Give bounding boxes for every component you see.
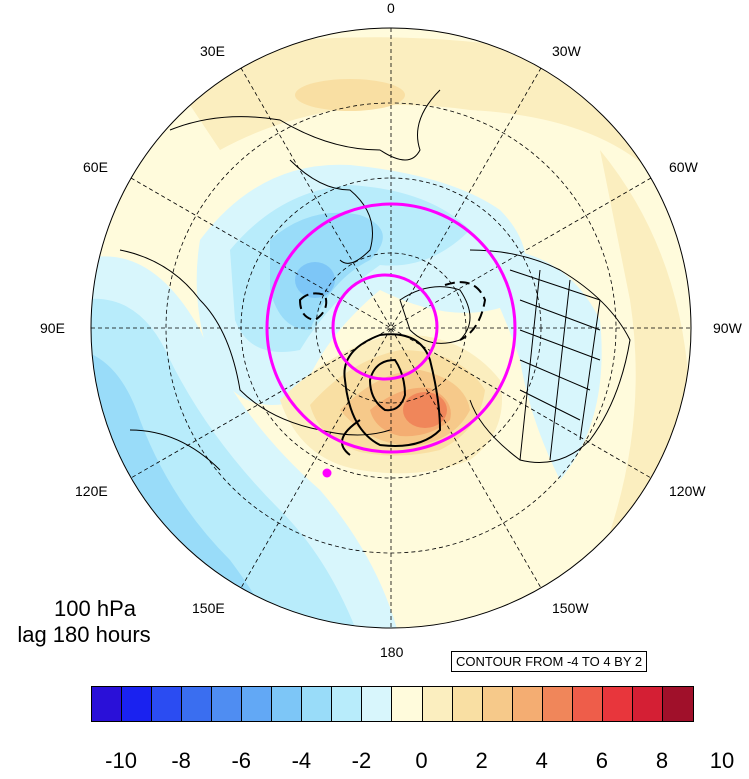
contour-info: CONTOUR FROM -4 TO 4 BY 2: [451, 651, 648, 672]
colorbar-tick-label: -6: [231, 748, 252, 773]
lon-label-150e: 150E: [192, 600, 225, 616]
colorbar-tick-label: 4: [535, 748, 548, 773]
level-label: 100 hPa: [54, 596, 136, 621]
lon-label-60e: 60E: [83, 159, 108, 175]
lon-label-90e: 90E: [40, 320, 65, 336]
reference-circles: [265, 202, 517, 454]
colorbar-cell: [392, 687, 423, 721]
coastlines: [119, 89, 631, 471]
colorbar-tick-label: 0: [415, 748, 428, 773]
colorbar-cell: [152, 687, 183, 721]
colorbar-cell: [242, 687, 273, 721]
lon-label-150w: 150W: [552, 600, 589, 616]
colorbar-cell: [272, 687, 303, 721]
lon-label-180: 180: [380, 644, 404, 660]
colorbar-tick-label: -8: [171, 748, 191, 773]
colorbar-tick-label: 8: [655, 748, 669, 773]
lag-label: lag 180 hours: [17, 622, 151, 647]
colorbar-tick-label: 6: [595, 748, 608, 773]
colorbar-cell: [512, 687, 543, 721]
colorbar-cell: [122, 687, 153, 721]
colorbar-cell: [662, 687, 693, 721]
colorbar-tick-label: -2: [351, 748, 372, 773]
marker-point: [322, 468, 332, 478]
colorbar-cell: [542, 687, 573, 721]
contour-lines: [298, 281, 487, 456]
colorbar-tick-label: -4: [291, 748, 312, 773]
colorbar-cell: [302, 687, 333, 721]
lon-label-120e: 120E: [75, 483, 108, 499]
colorbar-cell: [182, 687, 213, 721]
colorbar-tick-label: -10: [105, 748, 137, 773]
colorbar: [91, 686, 694, 722]
colorbar-cell: [482, 687, 513, 721]
lon-label-120w: 120W: [669, 483, 706, 499]
colorbar-cell: [422, 687, 453, 721]
lon-label-0: 0: [387, 0, 395, 16]
colorbar-cell: [92, 687, 123, 721]
lon-label-30w: 30W: [552, 43, 581, 59]
colorbar-tick-label: 2: [475, 748, 488, 773]
colorbar-cell: [632, 687, 663, 721]
colorbar-cell: [212, 687, 243, 721]
lon-label-30e: 30E: [200, 43, 225, 59]
lon-label-90w: 90W: [713, 320, 742, 336]
lon-label-60w: 60W: [669, 159, 698, 175]
colorbar-cell: [602, 687, 633, 721]
colorbar-cell: [452, 687, 483, 721]
map-border: [90, 27, 692, 629]
colorbar-tick-label: 10: [709, 748, 735, 773]
graticule: [91, 28, 691, 628]
colorbar-cell: [362, 687, 393, 721]
colorbar-cell: [332, 687, 363, 721]
colorbar-cell: [572, 687, 603, 721]
